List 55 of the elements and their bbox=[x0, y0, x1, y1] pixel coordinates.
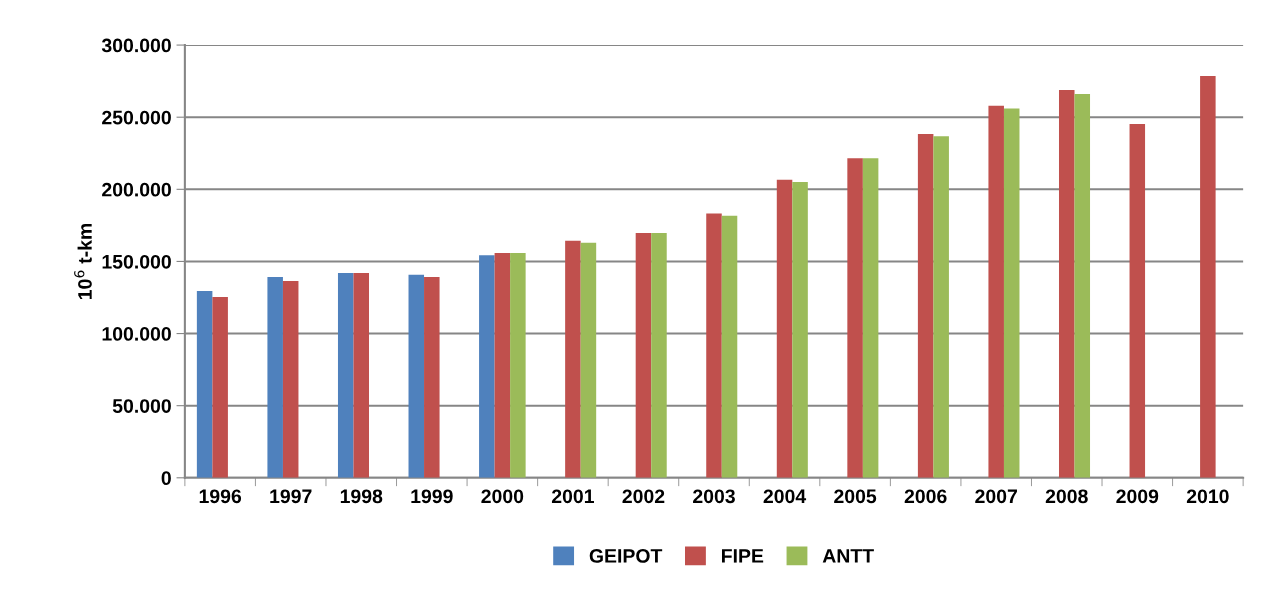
y-tick-label: 100.000 bbox=[102, 327, 171, 341]
bar bbox=[424, 277, 440, 478]
bar bbox=[1003, 108, 1020, 478]
x-tick-label: 2010 bbox=[1186, 489, 1229, 504]
x-tick-label: 2005 bbox=[834, 489, 877, 504]
x-tick-label: 1996 bbox=[199, 489, 242, 504]
bar bbox=[933, 136, 949, 478]
legend-label: ANTT bbox=[822, 549, 874, 563]
x-tick-label: 2009 bbox=[1116, 489, 1159, 504]
y-tick-label: 250.000 bbox=[102, 110, 171, 125]
bar bbox=[988, 105, 1004, 478]
x-tick-label: 2008 bbox=[1045, 489, 1088, 504]
x-tick-label: 1998 bbox=[340, 489, 383, 504]
bar bbox=[706, 213, 722, 478]
legend-label: FIPE bbox=[722, 549, 764, 563]
x-tick-label: 1997 bbox=[270, 489, 312, 504]
bar bbox=[212, 297, 228, 478]
bar bbox=[721, 215, 738, 478]
bar bbox=[635, 233, 652, 478]
y-axis-title: 10$^{6}$ t-km bbox=[74, 223, 92, 299]
bar bbox=[510, 253, 526, 478]
bar bbox=[847, 158, 863, 478]
y-tick-label: 0 bbox=[161, 471, 171, 486]
bar bbox=[565, 240, 581, 478]
x-tick-label: 2007 bbox=[975, 489, 1017, 504]
bar bbox=[1074, 94, 1091, 478]
bar bbox=[408, 274, 425, 478]
x-tick-label: 1999 bbox=[411, 489, 453, 504]
bar bbox=[494, 253, 511, 478]
bar bbox=[1200, 76, 1216, 478]
x-tick-label: 2001 bbox=[551, 489, 594, 504]
y-tick-label: 150.000 bbox=[102, 254, 171, 269]
bar bbox=[267, 277, 283, 478]
bar bbox=[196, 291, 213, 478]
bar bbox=[776, 179, 793, 478]
bar bbox=[282, 280, 299, 478]
y-tick-label: 50.000 bbox=[112, 399, 171, 413]
bar bbox=[580, 242, 597, 478]
y-tick-label: 300.000 bbox=[101, 38, 171, 53]
bar bbox=[479, 255, 495, 478]
bar bbox=[917, 134, 934, 478]
bar bbox=[337, 273, 354, 478]
bar bbox=[651, 233, 667, 478]
bar bbox=[353, 273, 370, 478]
x-tick-label: 2006 bbox=[904, 489, 947, 504]
bar bbox=[862, 158, 879, 478]
x-tick-label: 2000 bbox=[481, 489, 524, 504]
x-tick-label: 2004 bbox=[763, 489, 807, 504]
x-tick-label: 2003 bbox=[693, 489, 735, 504]
y-tick-label: 200.000 bbox=[102, 182, 171, 197]
legend-label: GEIPOT bbox=[589, 549, 663, 563]
bar bbox=[1129, 124, 1146, 478]
x-tick-label: 2002 bbox=[622, 489, 665, 504]
bar bbox=[1058, 90, 1075, 478]
bar bbox=[792, 182, 808, 478]
